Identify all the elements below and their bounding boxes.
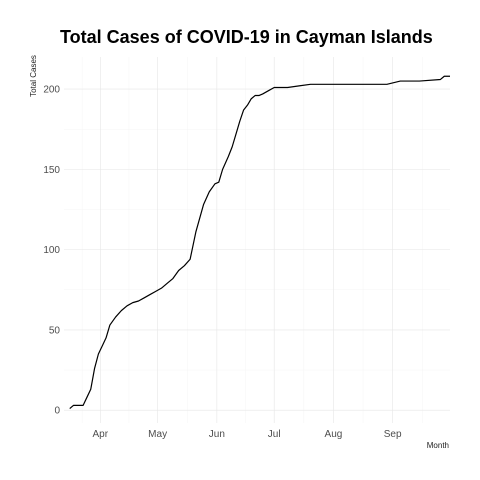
y-axis-ticks: 0 50 100 150 200 (43, 85, 60, 417)
x-axis-label: Month (427, 441, 449, 450)
x-tick-label: Sep (384, 429, 402, 440)
y-tick-label: 100 (43, 245, 60, 256)
total-cases-line (69, 75, 450, 410)
y-axis-label: Total Cases (29, 55, 38, 97)
y-tick-label: 200 (43, 85, 60, 96)
y-tick-label: 0 (54, 406, 60, 417)
x-tick-label: Aug (325, 429, 343, 440)
y-tick-label: 50 (49, 325, 61, 336)
x-tick-label: Jul (268, 429, 281, 440)
x-axis-ticks: Apr May Jun Jul Aug Sep (93, 429, 402, 440)
chart-title: Total Cases of COVID-19 in Cayman Island… (60, 27, 433, 47)
grid-layer (64, 57, 450, 423)
y-tick-label: 150 (43, 165, 60, 176)
x-tick-label: Apr (93, 429, 109, 440)
x-tick-label: May (148, 429, 167, 440)
x-tick-label: Jun (209, 429, 225, 440)
